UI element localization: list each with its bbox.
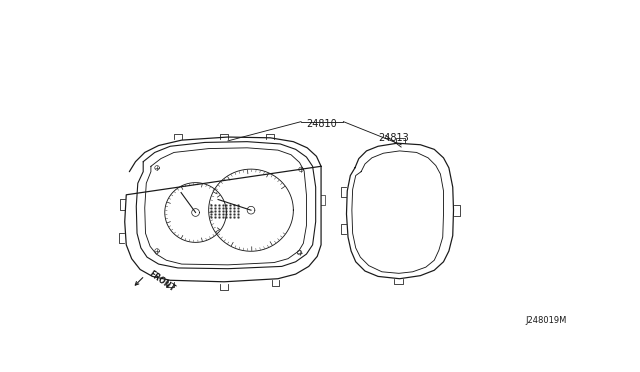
Text: J248019M: J248019M <box>525 316 566 325</box>
Text: FRONT: FRONT <box>147 270 177 294</box>
Text: 24813: 24813 <box>378 133 409 143</box>
Text: 24810: 24810 <box>307 119 337 129</box>
